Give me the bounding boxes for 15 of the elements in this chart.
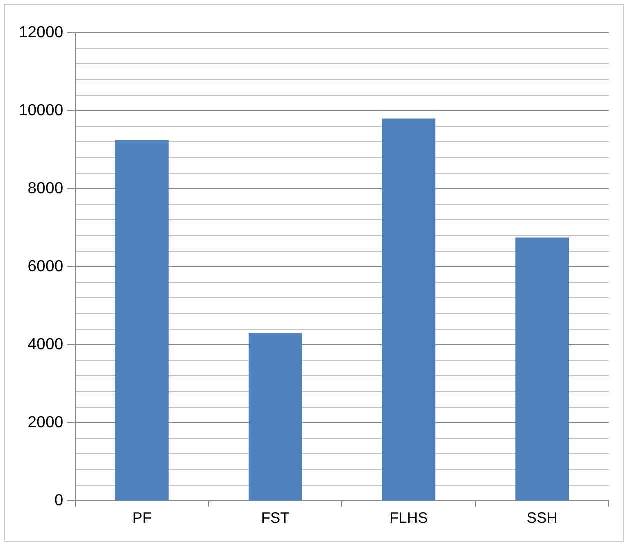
y-tick-label: 10000 bbox=[18, 102, 64, 120]
bar bbox=[382, 118, 436, 500]
y-tick-label: 0 bbox=[54, 492, 64, 510]
x-tick-label: FST bbox=[261, 510, 290, 528]
x-tick-label: PF bbox=[132, 510, 152, 528]
bar bbox=[248, 333, 302, 500]
y-tick-label: 2000 bbox=[28, 414, 64, 432]
y-tick-label: 6000 bbox=[28, 258, 64, 276]
y-tick-label: 4000 bbox=[28, 336, 64, 354]
y-tick-label: 12000 bbox=[18, 24, 64, 42]
y-tick-label: 8000 bbox=[28, 180, 64, 198]
bar bbox=[516, 238, 569, 500]
bar bbox=[116, 140, 169, 500]
x-tick-label: FLHS bbox=[390, 510, 428, 528]
x-tick-label: SSH bbox=[526, 510, 558, 528]
